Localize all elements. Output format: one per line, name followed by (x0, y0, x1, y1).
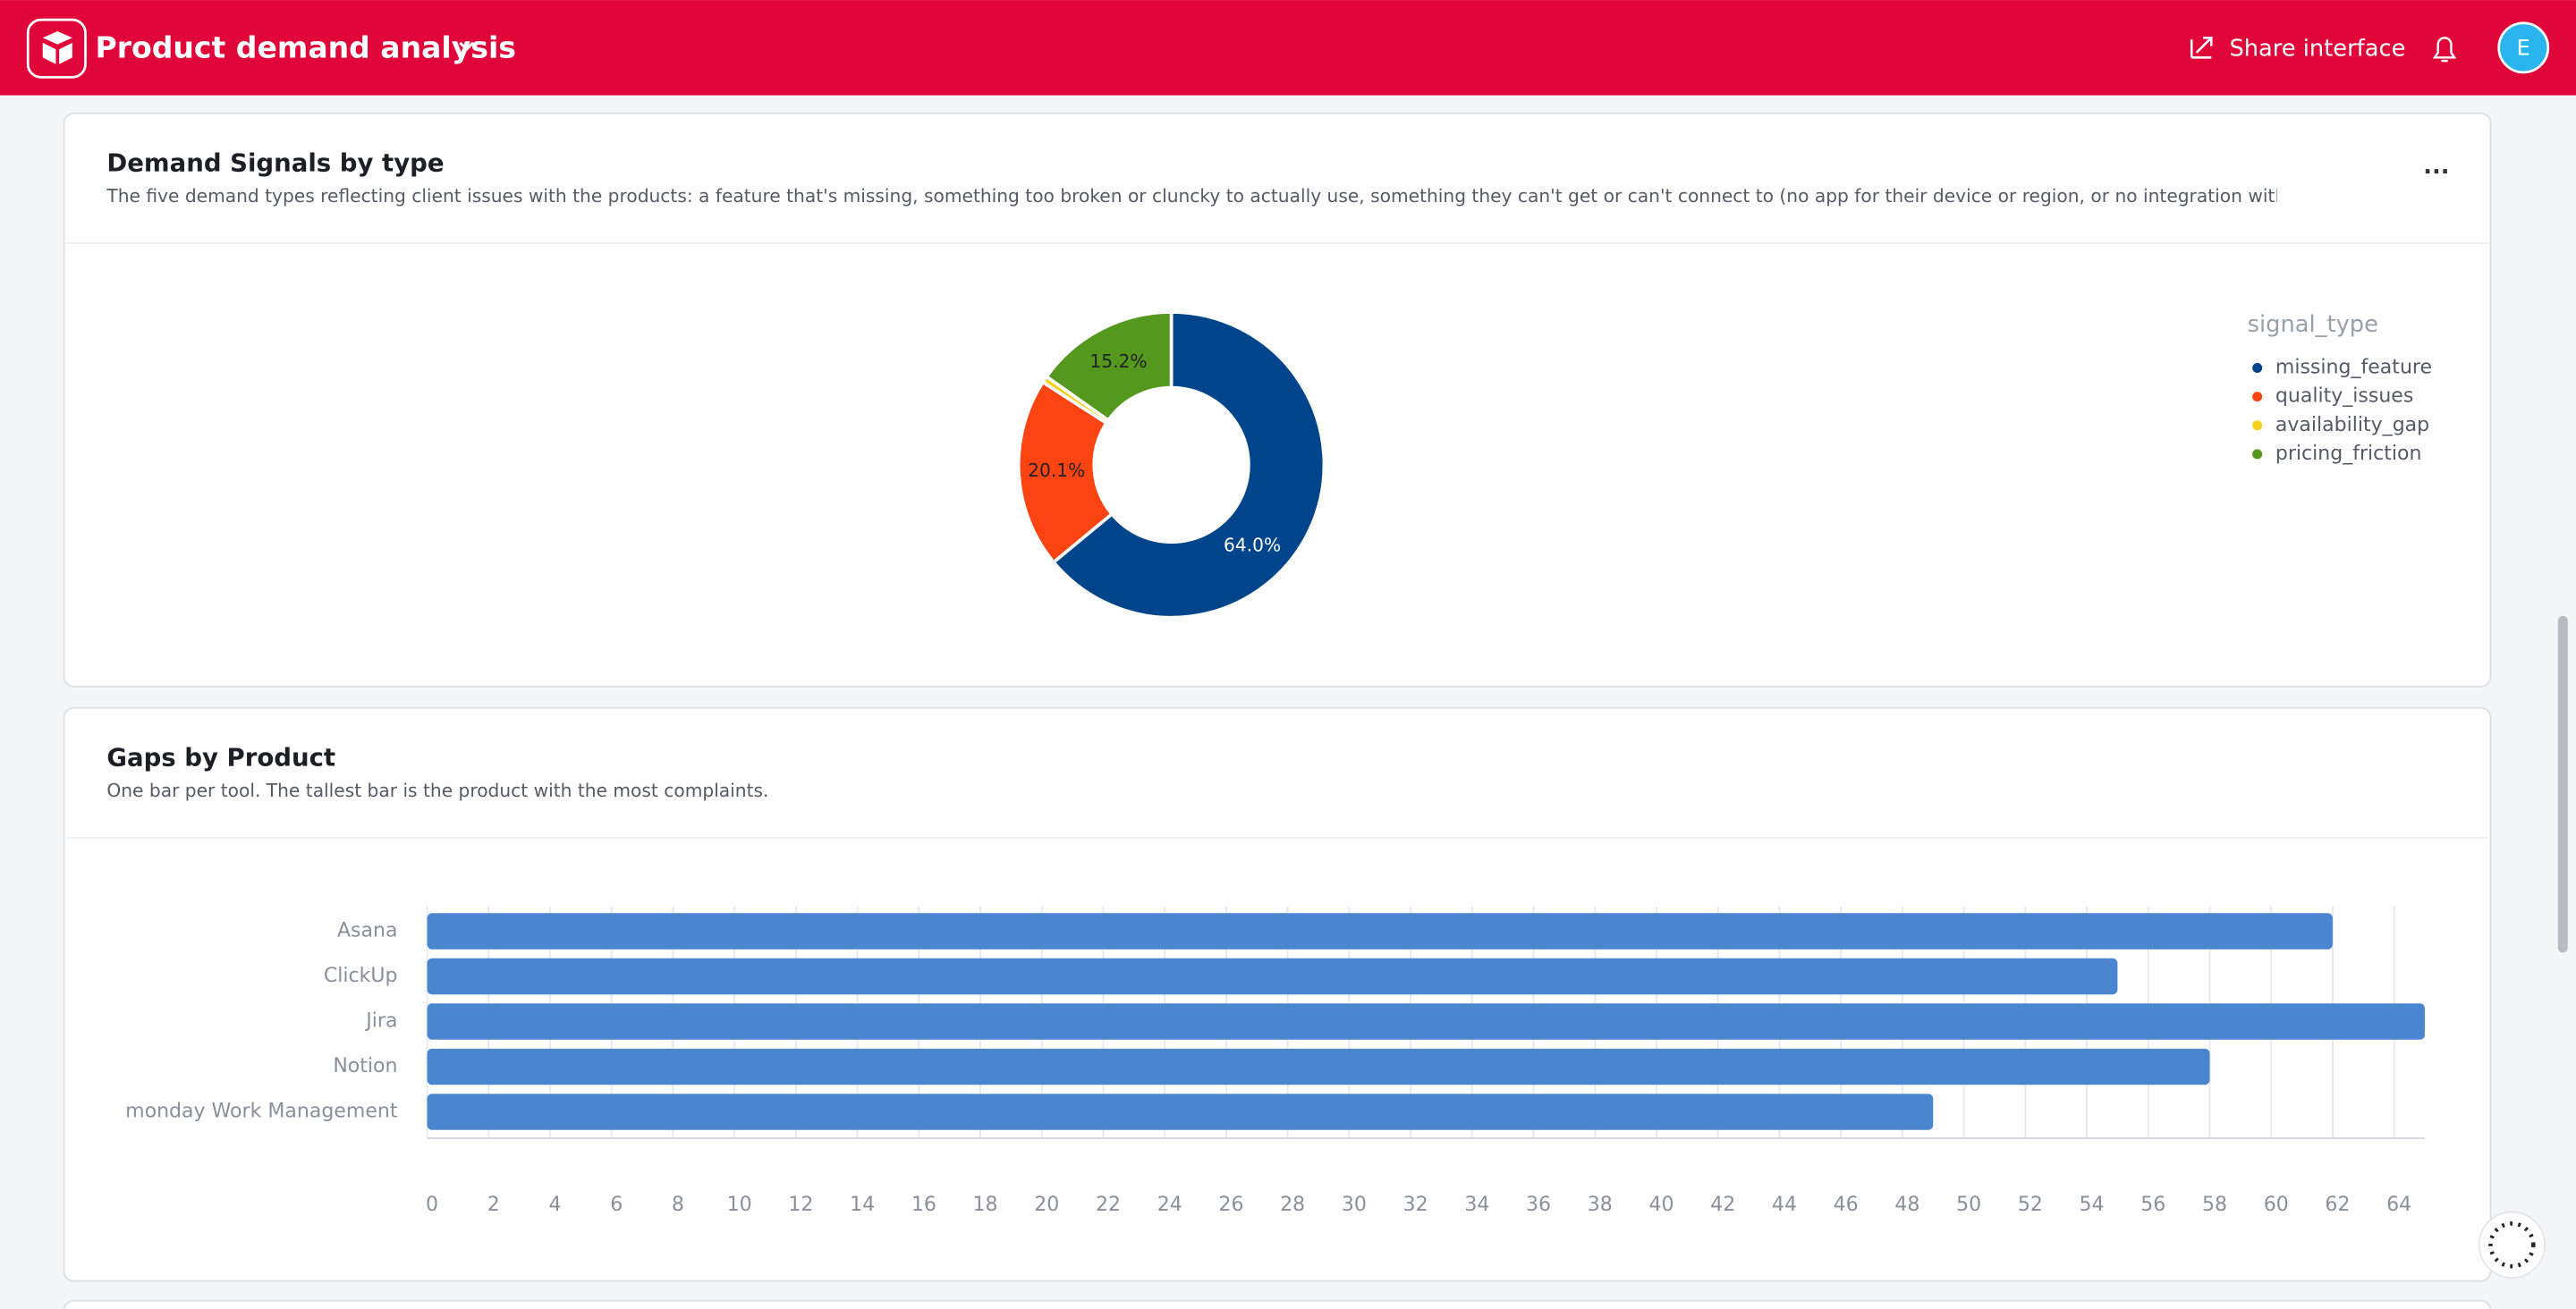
x-tick-label: 22 (1096, 1194, 1121, 1216)
legend-entry: availability_gap (2275, 414, 2429, 436)
x-tick-label: 14 (850, 1194, 875, 1216)
x-tick-label: 44 (1772, 1194, 1797, 1216)
y-tick-label: Jira (364, 1010, 397, 1033)
x-tick-label: 10 (727, 1194, 752, 1216)
bar (427, 1048, 2210, 1085)
avatar-initial: E (2517, 36, 2530, 61)
x-tick-label: 12 (788, 1194, 813, 1216)
data-label: 15.2% (1089, 350, 1147, 372)
x-tick-label: 46 (1834, 1194, 1859, 1216)
share-button[interactable]: Share interface (2229, 36, 2405, 63)
card-title: Gaps by Product (106, 744, 335, 773)
x-tick-label: 16 (911, 1194, 936, 1216)
x-tick-label: 62 (2325, 1194, 2350, 1216)
bar (427, 958, 2118, 995)
legend-entry: missing_feature (2275, 356, 2432, 378)
x-tick-label: 8 (672, 1194, 684, 1216)
x-tick-label: 40 (1648, 1194, 1674, 1216)
x-tick-label: 38 (1588, 1194, 1613, 1216)
x-tick-label: 26 (1218, 1194, 1243, 1216)
data-label: 64.0% (1224, 535, 1281, 556)
x-tick-label: 4 (548, 1194, 561, 1216)
x-tick-label: 32 (1403, 1194, 1428, 1216)
bar (427, 913, 2333, 950)
scrollbar-thumb[interactable] (2557, 615, 2568, 953)
x-tick-label: 42 (1710, 1194, 1735, 1216)
card-subtitle: One bar per tool. The tallest bar is the… (106, 780, 768, 801)
x-tick-label: 6 (610, 1194, 623, 1216)
y-tick-label: Notion (333, 1055, 397, 1077)
x-tick-label: 0 (426, 1194, 438, 1216)
card (63, 1299, 2492, 1309)
legend-entry: quality_issues (2275, 385, 2413, 408)
x-tick-label: 64 (2386, 1194, 2411, 1216)
notifications[interactable] (2432, 37, 2457, 63)
data-label: 20.1% (1028, 460, 1085, 481)
spinner (2488, 1221, 2536, 1269)
y-tick-label: ClickUp (324, 965, 398, 987)
legend-entry: pricing_friction (2275, 443, 2422, 465)
x-tick-label: 52 (2018, 1194, 2043, 1216)
legend-swatch (2252, 392, 2263, 402)
card-menu[interactable]: ··· (2423, 158, 2449, 185)
top-bar (0, 0, 2576, 96)
avatar[interactable] (2497, 21, 2550, 74)
legend-swatch (2252, 362, 2263, 373)
donut-slice (1044, 310, 1174, 423)
legend-swatch (2252, 449, 2263, 460)
logo-icon (42, 30, 72, 64)
legend-title: signal_type (2248, 311, 2378, 338)
x-tick-label: 36 (1526, 1194, 1551, 1216)
app-logo[interactable] (26, 18, 87, 79)
x-tick-label: 60 (2264, 1194, 2289, 1216)
y-tick-label: Asana (337, 919, 398, 942)
share-icon (2190, 37, 2213, 59)
x-tick-label: 2 (487, 1194, 500, 1216)
x-tick-label: 58 (2202, 1194, 2227, 1216)
x-tick-label: 48 (1894, 1194, 1919, 1216)
x-tick-label: 30 (1342, 1194, 1367, 1216)
x-tick-label: 56 (2140, 1194, 2165, 1216)
app-title[interactable]: Product demand analysis (96, 30, 516, 65)
title-dropdown[interactable] (459, 41, 475, 52)
x-tick-label: 34 (1464, 1194, 1489, 1216)
bar (427, 1094, 1934, 1130)
x-tick-label: 18 (973, 1194, 998, 1216)
y-tick-label: monday Work Management (125, 1101, 398, 1123)
bar (427, 1003, 2426, 1040)
donut-slice (1051, 310, 1326, 620)
legend-swatch (2252, 420, 2263, 431)
card-subtitle: The five demand types reflecting client … (106, 185, 2380, 207)
x-tick-label: 28 (1280, 1194, 1305, 1216)
x-tick-label: 50 (1956, 1194, 1981, 1216)
x-tick-label: 24 (1157, 1194, 1182, 1216)
card-title: Demand Signals by type (106, 149, 444, 178)
x-tick-label: 54 (2080, 1194, 2105, 1216)
donut-slice (1016, 379, 1114, 565)
x-tick-label: 20 (1034, 1194, 1059, 1216)
